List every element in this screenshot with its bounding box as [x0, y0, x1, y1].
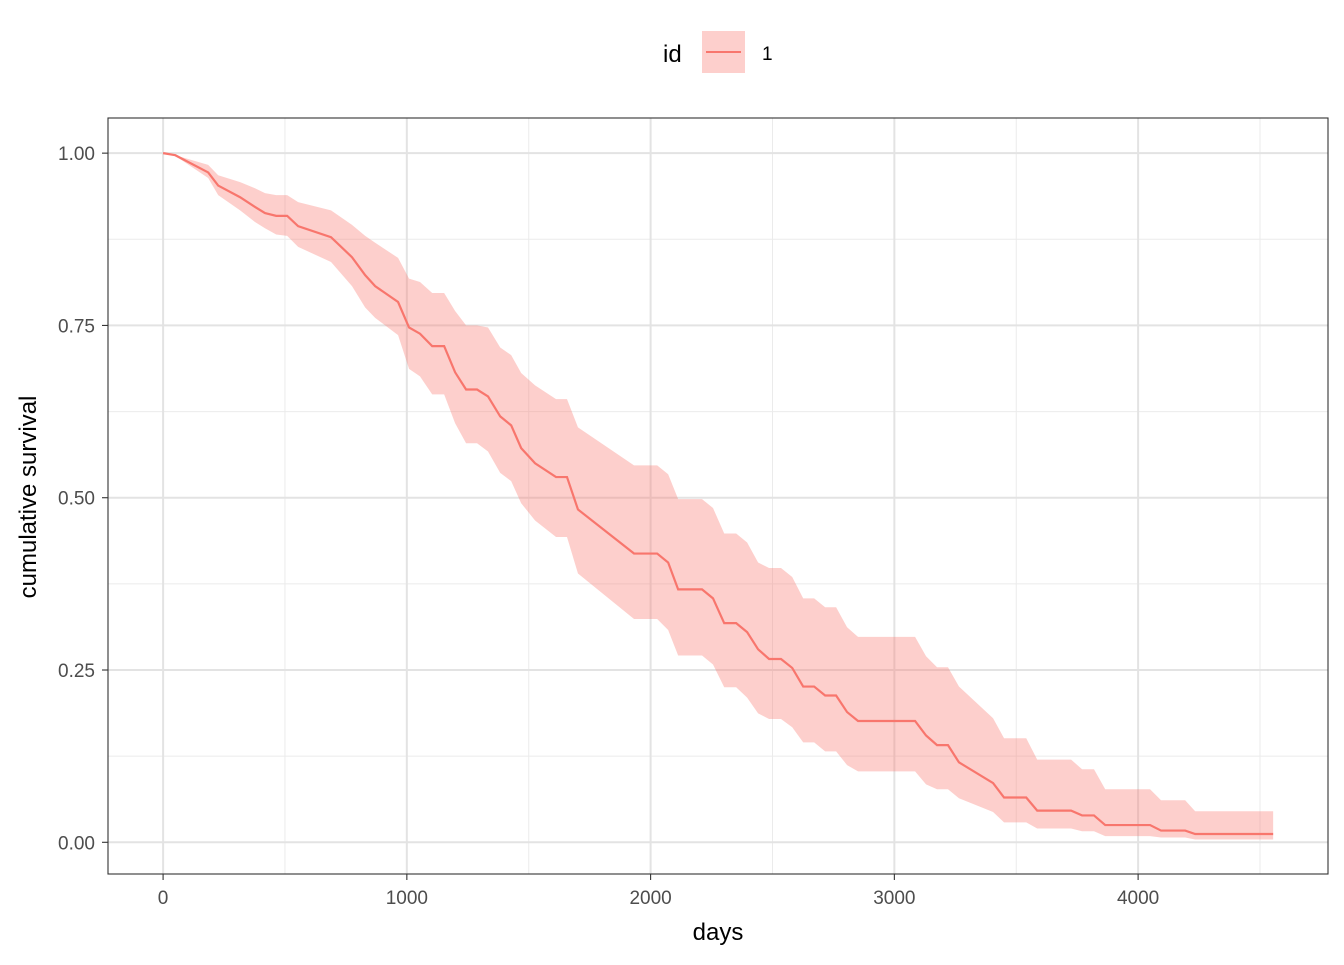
survival-line: [162, 152, 1274, 836]
x-axis: 0 1000 2000 3000 4000: [158, 874, 1159, 909]
x-tick-label: 1000: [386, 888, 428, 909]
x-tick-label: 0: [158, 888, 169, 909]
y-tick-label: 0.75: [58, 316, 95, 337]
x-tick-label: 3000: [873, 888, 915, 909]
y-tick-label: 0.25: [58, 661, 95, 682]
y-tick-label: 1.00: [58, 144, 95, 165]
y-axis: 0.00 0.25 0.50 0.75 1.00: [58, 144, 108, 854]
x-tick-label: 4000: [1117, 888, 1159, 909]
confidence-ribbon: [163, 153, 1274, 840]
x-axis-label: days: [693, 919, 744, 946]
y-tick-label: 0.50: [58, 489, 95, 510]
y-axis-label: cumulative survival: [15, 396, 42, 599]
panel-border: [107, 117, 1329, 875]
legend: id 1: [663, 31, 773, 73]
legend-entry-label: 1: [762, 44, 773, 65]
x-tick-label: 2000: [629, 888, 671, 909]
y-tick-label: 0.00: [58, 833, 95, 854]
grid: [108, 118, 1328, 874]
legend-title: id: [663, 41, 682, 68]
